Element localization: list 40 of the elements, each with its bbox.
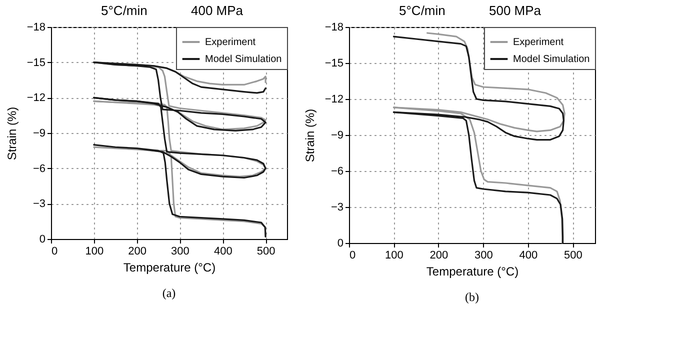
x-axis-title: Temperature (°C) <box>426 264 519 278</box>
text: 400 MPa <box>191 3 244 18</box>
y-tick-label: −9 <box>330 130 344 142</box>
x-tick-label: 500 <box>564 250 582 262</box>
x-axis-title: Temperature (°C) <box>123 260 216 274</box>
y-tick-label: 0 <box>337 238 344 250</box>
y-tick-label: −3 <box>330 202 344 214</box>
y-axis-title: Strain (%) <box>302 108 317 162</box>
y-tick-label: −9 <box>32 128 46 140</box>
chart-title: 5°C/min <box>101 3 148 18</box>
x-tick-label: 300 <box>171 246 190 258</box>
y-tick-label: −18 <box>324 22 344 34</box>
y-axis-title: Strain (%) <box>4 106 19 160</box>
text: (b) <box>465 290 479 304</box>
legend-label: Experiment <box>205 37 256 48</box>
y-tick-label: −3 <box>32 198 46 210</box>
x-tick-label: 500 <box>256 246 276 258</box>
x-tick-label: 200 <box>128 246 146 258</box>
y-tick-label: −6 <box>330 166 344 178</box>
y-tick-label: −6 <box>32 162 46 175</box>
text: 500 MPa <box>489 3 542 18</box>
x-tick-label: 300 <box>474 250 493 262</box>
legend-label: Model Simulation <box>205 54 282 65</box>
x-tick-label: 400 <box>214 246 232 258</box>
x-tick-label: 200 <box>430 250 448 262</box>
y-tick-label: −15 <box>324 58 344 70</box>
legend-label: Model Simulation <box>513 54 590 65</box>
x-tick-label: 0 <box>350 250 356 262</box>
x-tick-label: 0 <box>52 246 58 258</box>
y-tick-label: 0 <box>39 234 46 246</box>
y-tick-label: −18 <box>26 22 46 34</box>
y-tick-label: −12 <box>324 94 344 106</box>
y-tick-label: −15 <box>26 56 46 69</box>
x-tick-label: 100 <box>85 246 104 258</box>
chart-title: 5°C/min <box>399 3 446 18</box>
x-tick-label: 100 <box>385 250 404 262</box>
text: (a) <box>162 286 176 300</box>
y-tick-label: −12 <box>26 92 46 104</box>
legend-label: Experiment <box>513 37 564 48</box>
x-tick-label: 400 <box>519 250 538 262</box>
